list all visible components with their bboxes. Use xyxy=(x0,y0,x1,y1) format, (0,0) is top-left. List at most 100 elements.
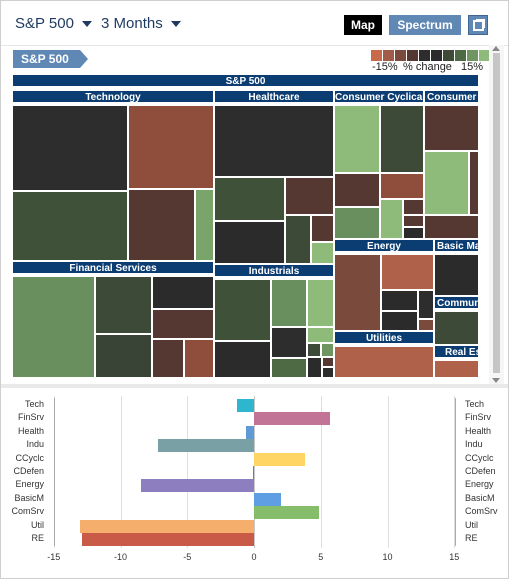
index-dropdown-label: S&P 500 xyxy=(15,15,74,32)
treemap-tile[interactable] xyxy=(418,319,434,331)
treemap-tile[interactable] xyxy=(271,358,307,378)
panel-divider xyxy=(1,384,508,388)
treemap-title: S&P 500 xyxy=(12,74,479,87)
bar-comsrv[interactable] xyxy=(254,506,320,520)
treemap-tile[interactable] xyxy=(152,276,214,309)
treemap-tile[interactable] xyxy=(128,189,195,261)
treemap-tile[interactable] xyxy=(184,339,214,378)
treemap-tile[interactable] xyxy=(12,105,128,191)
treemap-tile[interactable] xyxy=(271,279,307,327)
sector-header-energy[interactable]: Energy xyxy=(334,239,434,252)
scrollbar-thumb[interactable] xyxy=(493,53,500,373)
treemap-tile[interactable] xyxy=(307,343,321,357)
treemap-tile[interactable] xyxy=(285,177,334,215)
treemap-tile[interactable] xyxy=(334,254,381,331)
treemap-tile[interactable] xyxy=(424,105,479,151)
treemap-tile[interactable] xyxy=(403,227,424,239)
bar-re[interactable] xyxy=(81,533,254,546)
bar-indu[interactable] xyxy=(157,439,254,453)
treemap-tile[interactable] xyxy=(334,105,380,173)
x-tick-label: 10 xyxy=(382,552,393,562)
period-dropdown-label: 3 Months xyxy=(101,15,163,32)
spectrum-button[interactable]: Spectrum xyxy=(389,15,461,35)
treemap-tile[interactable] xyxy=(418,290,434,319)
sector-header-communication[interactable]: Communic xyxy=(434,296,479,309)
treemap-tile[interactable] xyxy=(307,279,334,327)
treemap-tile[interactable] xyxy=(285,215,311,264)
sector-header-real-estate[interactable]: Real Es xyxy=(434,345,479,358)
scroll-up-icon[interactable] xyxy=(492,46,500,51)
treemap-tile[interactable] xyxy=(380,173,424,199)
y-category-label-right: CCyclc xyxy=(465,452,494,463)
y-category-label-right: ComSrv xyxy=(465,506,498,517)
treemap-tile[interactable] xyxy=(152,309,214,339)
map-button[interactable]: Map xyxy=(344,15,382,35)
y-category-label: Indu xyxy=(26,439,44,450)
y-category-label: FinSrv xyxy=(17,412,44,423)
x-tick-label: 5 xyxy=(318,552,324,562)
bar-cdefen[interactable] xyxy=(252,466,254,479)
sector-header-consumer-cyclical[interactable]: Consumer Cyclical xyxy=(334,90,424,103)
sector-header-consumer-defensive[interactable]: Consumer D xyxy=(424,90,479,103)
index-dropdown[interactable]: S&P 500 xyxy=(15,15,92,32)
y-category-label: Health xyxy=(17,425,44,436)
period-dropdown[interactable]: 3 Months xyxy=(101,15,181,32)
treemap-tile[interactable] xyxy=(195,189,214,261)
vertical-scrollbar[interactable] xyxy=(489,45,504,384)
treemap-tile[interactable] xyxy=(214,279,271,341)
treemap-tile[interactable] xyxy=(214,341,271,378)
treemap-tile[interactable] xyxy=(434,254,479,296)
treemap-tile[interactable] xyxy=(214,177,285,221)
treemap-tile[interactable] xyxy=(424,215,479,239)
treemap-tile[interactable] xyxy=(424,151,469,215)
treemap-tile[interactable] xyxy=(128,105,214,189)
bar-health[interactable] xyxy=(245,425,254,439)
y-category-label-right: RE xyxy=(465,533,478,543)
sector-header-financial-services[interactable]: Financial Services xyxy=(12,261,214,274)
treemap-tile[interactable] xyxy=(214,221,285,264)
bar-basicm[interactable] xyxy=(254,492,281,506)
treemap-tile[interactable] xyxy=(403,199,424,215)
sector-header-technology[interactable]: Technology xyxy=(12,90,214,103)
bar-util[interactable] xyxy=(80,519,254,533)
treemap-tile[interactable] xyxy=(95,334,152,378)
treemap-tile[interactable] xyxy=(271,327,307,358)
treemap-tile[interactable] xyxy=(152,339,184,378)
treemap-tile[interactable] xyxy=(334,207,380,239)
treemap-tile[interactable] xyxy=(381,290,418,311)
treemap-tile[interactable] xyxy=(95,276,152,334)
scroll-down-icon[interactable] xyxy=(492,378,500,383)
treemap-tile[interactable] xyxy=(403,215,424,227)
treemap-tile[interactable] xyxy=(12,191,128,261)
treemap-tile[interactable] xyxy=(334,346,434,378)
treemap-tile[interactable] xyxy=(334,173,380,207)
x-tick-label: 15 xyxy=(449,552,460,562)
treemap-tile[interactable] xyxy=(12,276,95,378)
treemap-tile[interactable] xyxy=(322,357,334,367)
sector-header-industrials[interactable]: Industrials xyxy=(214,264,334,277)
bar-tech[interactable] xyxy=(236,399,254,412)
treemap-tile[interactable] xyxy=(434,360,479,378)
gridline xyxy=(454,396,456,548)
sector-header-basic-materials[interactable]: Basic Ma xyxy=(434,239,479,252)
treemap-tile[interactable] xyxy=(307,327,334,343)
bar-ccyclc[interactable] xyxy=(254,452,305,466)
sector-header-healthcare[interactable]: Healthcare xyxy=(214,90,334,103)
treemap-tile[interactable] xyxy=(311,242,334,264)
treemap-tile[interactable] xyxy=(381,254,434,290)
treemap-tile[interactable] xyxy=(381,311,418,331)
bar-energy[interactable] xyxy=(140,479,254,493)
treemap-tile[interactable] xyxy=(469,151,479,215)
treemap-tile[interactable] xyxy=(307,357,322,378)
treemap-tile[interactable] xyxy=(322,367,334,378)
bar-finsrv[interactable] xyxy=(254,412,331,426)
popout-icon[interactable] xyxy=(468,15,488,35)
treemap-tile[interactable] xyxy=(380,105,424,173)
treemap-tile[interactable] xyxy=(214,105,334,177)
breadcrumb[interactable]: S&P 500 xyxy=(13,50,88,68)
sector-header-utilities[interactable]: Utilities xyxy=(334,331,434,344)
treemap-tile[interactable] xyxy=(434,311,479,345)
treemap-tile[interactable] xyxy=(311,215,334,242)
treemap-tile[interactable] xyxy=(321,343,334,357)
treemap-tile[interactable] xyxy=(380,199,403,239)
